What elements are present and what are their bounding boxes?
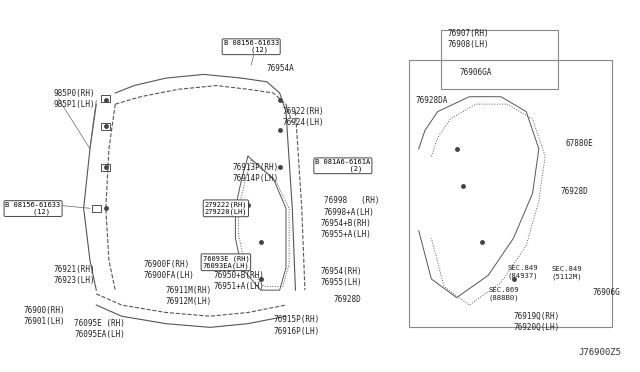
Text: J76900Z5: J76900Z5 [578,348,621,357]
Text: 76906G: 76906G [593,288,620,296]
Text: 76095E (RH)
76095EA(LH): 76095E (RH) 76095EA(LH) [74,319,125,339]
Text: 76928D: 76928D [561,187,589,196]
Text: 76093E (RH)
76093EA(LH): 76093E (RH) 76093EA(LH) [202,255,249,269]
Text: 76915P(RH)
76916P(LH): 76915P(RH) 76916P(LH) [273,315,319,336]
Bar [101,123,110,130]
Bar [92,205,100,212]
Text: 76922(RH)
76924(LH): 76922(RH) 76924(LH) [283,107,324,127]
Text: 76919Q(RH)
76920Q(LH): 76919Q(RH) 76920Q(LH) [513,312,560,332]
Text: B 08156-61633
    (12): B 08156-61633 (12) [6,202,61,215]
Text: 76907(RH)
76908(LH): 76907(RH) 76908(LH) [447,29,489,49]
Bar [441,30,558,89]
Text: SEC.869
(888B0): SEC.869 (888B0) [488,287,519,301]
Text: 985P0(RH)
985P1(LH): 985P0(RH) 985P1(LH) [54,89,95,109]
Bar [101,164,110,171]
Text: B 081A6-6161A
      (2): B 081A6-6161A (2) [316,159,371,172]
Text: 76998   (RH)
76998+A(LH): 76998 (RH) 76998+A(LH) [324,196,380,217]
Text: 76913P(RH)
76914P(LH): 76913P(RH) 76914P(LH) [232,163,278,183]
Text: 76900F(RH)
76900FA(LH): 76900F(RH) 76900FA(LH) [144,260,195,280]
Bar [409,60,612,327]
Text: 76928DA: 76928DA [415,96,448,105]
Text: SEC.849
(84937): SEC.849 (84937) [508,264,538,279]
Bar [101,95,110,102]
Text: SEC.849
(5112M): SEC.849 (5112M) [552,266,582,280]
Text: 67880E: 67880E [565,139,593,148]
Text: 76906GA: 76906GA [460,68,492,77]
Text: 76954A: 76954A [267,64,295,73]
Text: 76900(RH)
76901(LH): 76900(RH) 76901(LH) [24,306,65,326]
Text: 76954+B(RH)
76955+A(LH): 76954+B(RH) 76955+A(LH) [321,219,372,239]
Text: 76911M(RH)
76912M(LH): 76911M(RH) 76912M(LH) [166,286,212,306]
Text: 279222(RH)
279220(LH): 279222(RH) 279220(LH) [205,201,247,215]
Text: B 08156-61633
    (12): B 08156-61633 (12) [223,40,279,53]
Text: 76928D: 76928D [333,295,361,304]
Text: 76921(RH)
76923(LH): 76921(RH) 76923(LH) [54,265,95,285]
Text: 76954(RH)
76955(LH): 76954(RH) 76955(LH) [321,267,362,287]
Text: 76950+B(RH)
76951+A(LH): 76950+B(RH) 76951+A(LH) [213,271,264,291]
